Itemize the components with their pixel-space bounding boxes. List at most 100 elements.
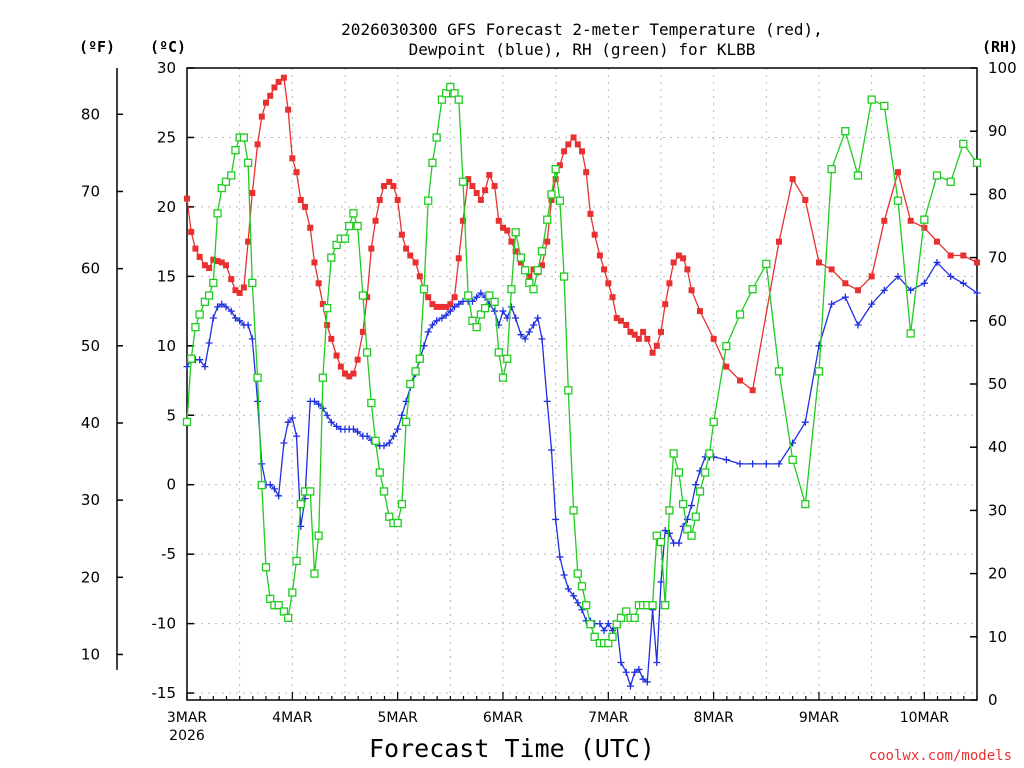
dewpoint-point [354, 428, 362, 436]
rh-point [590, 632, 599, 641]
rh-point [288, 588, 297, 597]
rh-point [261, 563, 271, 572]
2-meter-temperature-point [631, 331, 638, 338]
rh-point [604, 638, 613, 648]
2-meter-temperature-point [974, 259, 980, 266]
2-meter-temperature-point [512, 248, 519, 255]
dewpoint-point [323, 411, 331, 419]
rh-point [318, 373, 328, 382]
rh-point [608, 632, 617, 641]
dewpoint-point [736, 460, 744, 468]
rh-point [543, 215, 552, 224]
fahrenheit-tick-label: 20 [81, 568, 100, 586]
dewpoint-point [499, 307, 507, 315]
fahrenheit-tick-label: 40 [81, 414, 100, 432]
2-meter-temperature-point [315, 280, 322, 287]
x-tick-label: 4MAR [272, 710, 313, 726]
dewpoint-point [428, 321, 436, 329]
2-meter-temperature-point [933, 238, 940, 245]
rh-point [306, 487, 315, 496]
dewpoint-point [248, 335, 256, 343]
rh-point [735, 310, 745, 319]
rh-point [529, 285, 538, 294]
dewpoint-point [270, 485, 278, 493]
2-meter-temperature-point [359, 328, 366, 335]
2-meter-temperature-point [254, 141, 261, 148]
2-meter-temperature-point [921, 224, 928, 231]
rh-point [525, 278, 534, 288]
rh-point [322, 304, 332, 313]
2-meter-temperature-point [596, 252, 603, 259]
2-meter-temperature-point [658, 328, 664, 335]
rh-point [411, 367, 420, 376]
source-credit: coolwx.com/models [869, 748, 1012, 764]
rh-point [379, 487, 389, 496]
series [182, 74, 982, 690]
dewpoint-point [907, 286, 915, 294]
x-tick-label: 3MAR [167, 710, 208, 726]
dewpoint-point [617, 658, 625, 666]
2-meter-temperature-point [412, 259, 419, 266]
rh-point [498, 373, 508, 382]
dewpoint-point [653, 658, 661, 666]
2-meter-temperature-point [842, 280, 849, 287]
rh-point [511, 228, 520, 237]
rh-point [296, 499, 305, 509]
rh-point [841, 127, 850, 136]
dewpoint-point [547, 446, 555, 454]
2-meter-temperature-point [188, 228, 195, 235]
2-meter-temperature-point [455, 255, 462, 262]
dewpoint-point [665, 529, 673, 537]
rh-point [683, 525, 692, 534]
dewpoint-point [947, 272, 955, 280]
2-meter-temperature-point [469, 183, 476, 190]
dewpoint-point [880, 286, 888, 294]
dewpoint-point [280, 439, 288, 447]
rh-point [375, 468, 384, 477]
2-meter-temperature-point [561, 148, 568, 155]
rh-point [774, 367, 784, 376]
rh-point [555, 196, 565, 205]
rh-point [616, 613, 626, 622]
dewpoint-point [218, 300, 226, 308]
2-meter-temperature-point [617, 317, 624, 324]
rh-point [648, 601, 657, 610]
2-meter-temperature-point [301, 203, 308, 210]
dewpoint-point [275, 492, 283, 500]
rh-point [243, 158, 253, 167]
2-meter-temperature-point [438, 303, 445, 310]
2-meter-temperature-point [666, 280, 673, 287]
2-meter-temperature-point [218, 259, 225, 266]
rh-point [314, 531, 323, 540]
2-meter-temperature-point [775, 238, 782, 245]
dewpoint-point [438, 314, 446, 322]
rh-point [612, 620, 621, 629]
2-meter-temperature-point [473, 190, 480, 197]
dewpoint-point [933, 258, 941, 266]
2-meter-temperature-point [293, 169, 300, 176]
x-tick-label: 6MAR [483, 710, 524, 726]
rh-point [494, 348, 503, 357]
fahrenheit-tick-label: 10 [81, 645, 100, 663]
fahrenheit-tick-label: 50 [81, 337, 100, 355]
rh-axis-label: (RH) [982, 38, 1018, 56]
2-meter-temperature-point [311, 259, 318, 266]
rh-point [880, 101, 889, 111]
rh-point [687, 531, 696, 540]
2-meter-temperature-point [328, 335, 335, 342]
rh-point [551, 164, 560, 174]
2-meter-temperature-point [583, 169, 590, 176]
rh-point [266, 594, 275, 604]
rh-point [490, 297, 499, 306]
rh-point [709, 417, 718, 427]
dewpoint-point [722, 456, 730, 464]
rh-point [748, 285, 757, 294]
rh-point [705, 449, 714, 458]
rh-point [415, 354, 424, 363]
dewpoint-point [749, 460, 757, 468]
rh-point [946, 177, 955, 186]
rh-point [401, 417, 411, 427]
dewpoint-point [451, 303, 459, 311]
rh-point [468, 316, 477, 325]
2-meter-temperature-point [960, 252, 967, 259]
